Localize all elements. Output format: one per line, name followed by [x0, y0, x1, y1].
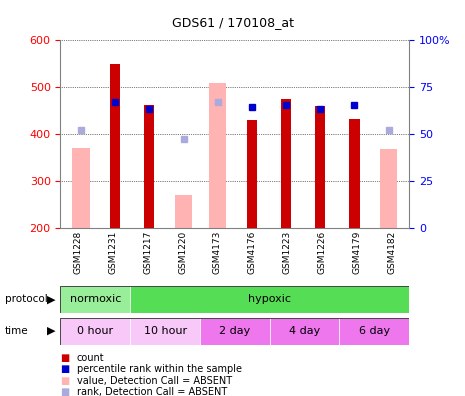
Bar	[281, 99, 291, 228]
Text: normoxic: normoxic	[70, 294, 121, 305]
Bar	[270, 318, 339, 345]
Text: GSM4179: GSM4179	[352, 230, 361, 274]
Text: GSM1223: GSM1223	[283, 230, 292, 274]
Bar	[130, 286, 409, 313]
Bar	[130, 318, 200, 345]
Text: GSM1226: GSM1226	[318, 230, 326, 274]
Text: 0 hour: 0 hour	[77, 326, 113, 336]
Text: ■: ■	[60, 364, 70, 375]
Text: ■: ■	[60, 375, 70, 386]
Text: hypoxic: hypoxic	[248, 294, 291, 305]
Bar	[110, 64, 120, 228]
Text: ■: ■	[60, 353, 70, 364]
Text: time: time	[5, 326, 28, 336]
Text: GSM1220: GSM1220	[178, 230, 187, 274]
Bar	[60, 286, 130, 313]
Text: count: count	[77, 353, 104, 364]
Text: GSM1231: GSM1231	[108, 230, 117, 274]
Text: 6 day: 6 day	[359, 326, 390, 336]
Text: GSM4173: GSM4173	[213, 230, 222, 274]
Bar	[60, 318, 130, 345]
Text: GSM4176: GSM4176	[248, 230, 257, 274]
Bar	[175, 195, 192, 228]
Bar	[144, 105, 154, 228]
Bar	[73, 148, 89, 228]
Bar	[209, 83, 226, 228]
Text: 2 day: 2 day	[219, 326, 251, 336]
Text: rank, Detection Call = ABSENT: rank, Detection Call = ABSENT	[77, 386, 227, 396]
Text: GSM1228: GSM1228	[73, 230, 82, 274]
Bar	[315, 107, 326, 228]
Text: GSM4182: GSM4182	[387, 230, 396, 274]
Text: 4 day: 4 day	[289, 326, 320, 336]
Text: GSM1217: GSM1217	[143, 230, 152, 274]
Text: ■: ■	[60, 386, 70, 396]
Text: ▶: ▶	[47, 294, 56, 305]
Text: 10 hour: 10 hour	[144, 326, 186, 336]
Bar	[380, 148, 397, 228]
Text: value, Detection Call = ABSENT: value, Detection Call = ABSENT	[77, 375, 232, 386]
Text: percentile rank within the sample: percentile rank within the sample	[77, 364, 242, 375]
Bar	[339, 318, 409, 345]
Text: GDS61 / 170108_at: GDS61 / 170108_at	[172, 16, 293, 29]
Bar	[349, 118, 359, 228]
Bar	[247, 120, 257, 228]
Text: ▶: ▶	[47, 326, 56, 336]
Text: protocol: protocol	[5, 294, 47, 305]
Bar	[200, 318, 270, 345]
